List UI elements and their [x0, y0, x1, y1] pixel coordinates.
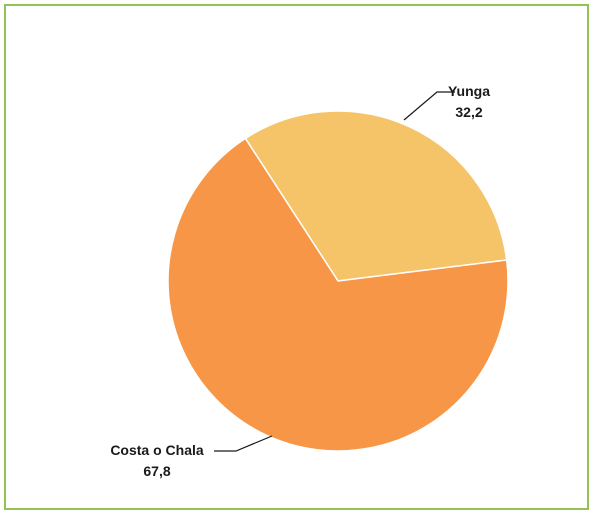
slice-value-yunga: 32,2 — [455, 104, 482, 120]
leader-line-yunga — [403, 91, 455, 121]
slice-label-costa-o-chala: Costa o Chala — [110, 442, 204, 458]
leader-line-costa-o-chala — [214, 435, 273, 452]
pie-slice-costa-o-chala — [167, 137, 509, 452]
leader-lines — [214, 91, 455, 452]
slice-value-costa-o-chala: 67,8 — [143, 463, 170, 479]
pie-slices — [167, 110, 509, 452]
slice-label-yunga: Yunga — [448, 83, 490, 99]
